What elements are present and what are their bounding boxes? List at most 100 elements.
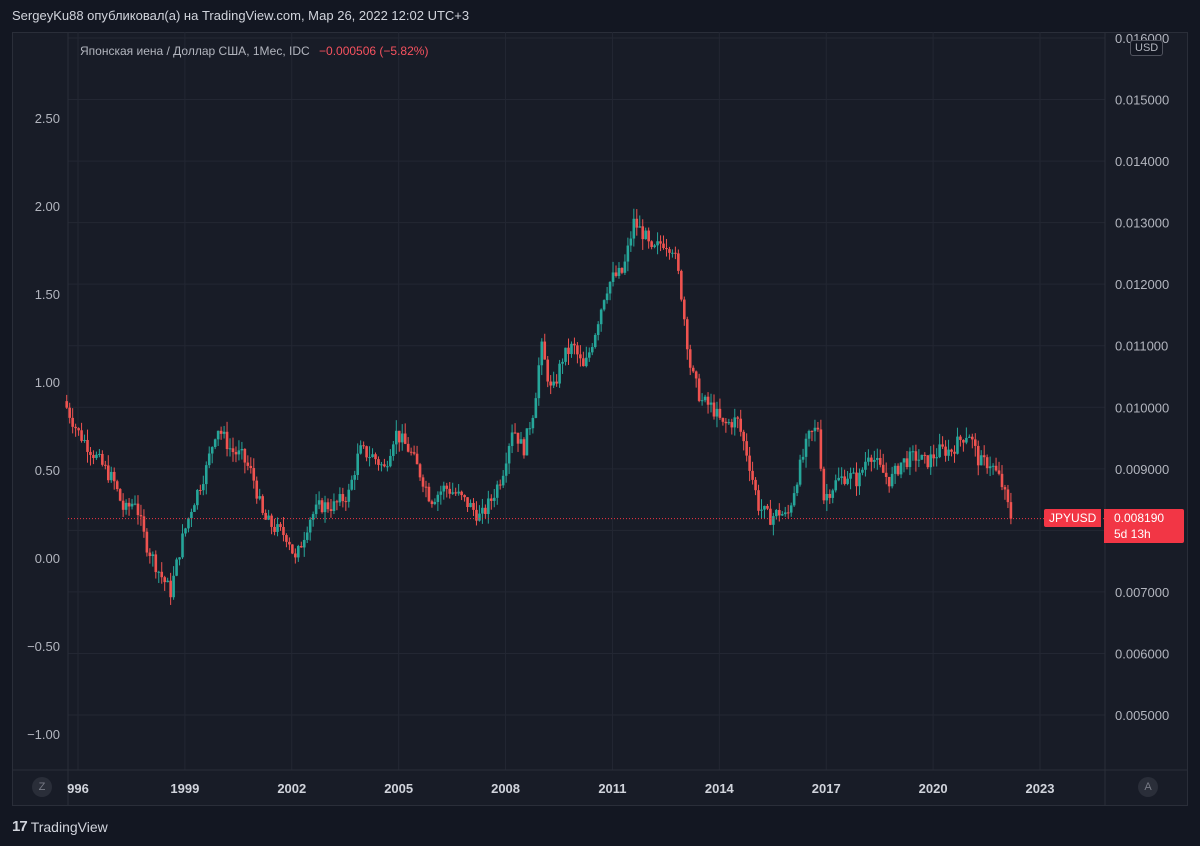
left-tick-label: 2.50 <box>35 111 60 126</box>
candle-body <box>908 451 912 468</box>
candle-body <box>383 464 386 467</box>
candle-body <box>775 510 778 517</box>
candle-body <box>421 477 425 487</box>
candle-body <box>570 343 573 355</box>
candle-body <box>492 497 496 501</box>
candle-body <box>273 526 276 532</box>
candle-body <box>406 443 410 452</box>
candle-body <box>204 465 208 485</box>
right-tick-label: 0.011000 <box>1115 339 1168 354</box>
candle-body <box>733 417 737 428</box>
candle-body <box>124 502 128 510</box>
candle-body <box>454 492 457 494</box>
candle-body <box>172 575 175 598</box>
symbol-legend[interactable]: Японская иена / Доллар США, 1Мес, IDC −0… <box>80 44 428 58</box>
candle-body <box>537 365 541 399</box>
candle-body <box>911 451 915 453</box>
candle-body <box>917 459 921 461</box>
candle-body <box>157 571 161 573</box>
candle-body <box>181 533 184 558</box>
candle-body <box>878 458 882 465</box>
time-tick-label: 2020 <box>919 781 948 796</box>
candle-body <box>780 514 784 516</box>
candle-body <box>371 454 374 458</box>
candle-body <box>77 428 80 431</box>
candle-body <box>831 490 835 498</box>
candle-body <box>971 436 974 440</box>
candle-body <box>133 503 137 505</box>
candle-body <box>668 249 671 253</box>
candle-body <box>341 494 345 502</box>
candle-body <box>576 345 579 355</box>
candle-body <box>828 493 832 498</box>
candle-body <box>317 500 321 505</box>
candle-body <box>712 402 716 417</box>
ticker-tag: JPYUSD <box>1044 509 1102 527</box>
candle-body <box>240 448 244 451</box>
candle-body <box>457 491 460 494</box>
candle-body <box>513 432 517 434</box>
candle-body <box>855 472 858 487</box>
candle-body <box>439 491 443 495</box>
candle-body <box>579 354 582 359</box>
right-tick-label: 0.007000 <box>1115 585 1169 600</box>
candle-body <box>819 429 823 469</box>
candle-body <box>923 454 927 456</box>
auto-scale-button[interactable]: A <box>1138 777 1158 797</box>
candle-body <box>127 502 131 507</box>
left-tick-label: 0.00 <box>35 551 60 566</box>
bar-countdown: 5d 13h <box>1114 527 1151 541</box>
candle-body <box>685 319 689 350</box>
candle-body <box>326 502 330 510</box>
candle-body <box>279 524 282 527</box>
candle-body <box>380 464 383 466</box>
candle-body <box>914 451 918 461</box>
candle-body <box>469 502 472 508</box>
candle-body <box>305 532 309 540</box>
candle-body <box>864 461 867 470</box>
candle-body <box>216 430 220 440</box>
candle-body <box>1009 502 1013 519</box>
candle-body <box>783 512 787 515</box>
candle-body <box>436 494 440 502</box>
candle-body <box>368 457 371 459</box>
symbol-description: Японская иена / Доллар США, 1Мес, IDC <box>80 44 310 58</box>
candle-body <box>688 349 692 368</box>
candle-body <box>947 449 950 456</box>
currency-button[interactable]: USD <box>1130 40 1164 56</box>
candle-body <box>715 408 719 417</box>
candle-body <box>74 426 77 429</box>
tradingview-logo[interactable]: 17 TradingView <box>12 818 108 835</box>
candle-body <box>626 245 630 262</box>
candle-body <box>320 500 324 513</box>
candle-body <box>377 459 380 465</box>
candle-body <box>976 445 980 466</box>
candle-body <box>136 503 140 516</box>
candle-body <box>861 469 864 473</box>
candle-body <box>228 448 232 450</box>
candle-body <box>445 485 449 489</box>
zoom-reset-button[interactable]: Z <box>32 777 52 797</box>
candle-body <box>234 452 238 455</box>
candle-body <box>299 546 303 548</box>
candle-body <box>246 462 250 466</box>
candle-body <box>112 471 116 482</box>
candle-body <box>291 544 294 554</box>
candle-body <box>386 466 389 468</box>
candle-body <box>760 509 763 511</box>
candle-body <box>611 272 615 282</box>
candle-body <box>442 485 446 492</box>
candles <box>65 208 1013 605</box>
candle-body <box>962 439 965 443</box>
candle-body <box>849 473 852 479</box>
candle-body <box>528 428 532 430</box>
candle-body <box>297 546 300 558</box>
candle-body <box>968 436 971 438</box>
grid-lines <box>12 32 1188 806</box>
candle-body <box>935 457 938 459</box>
candle-body <box>409 451 413 453</box>
candle-body <box>282 526 285 536</box>
candle-body <box>979 455 983 466</box>
right-tick-label: 0.012000 <box>1115 277 1169 292</box>
